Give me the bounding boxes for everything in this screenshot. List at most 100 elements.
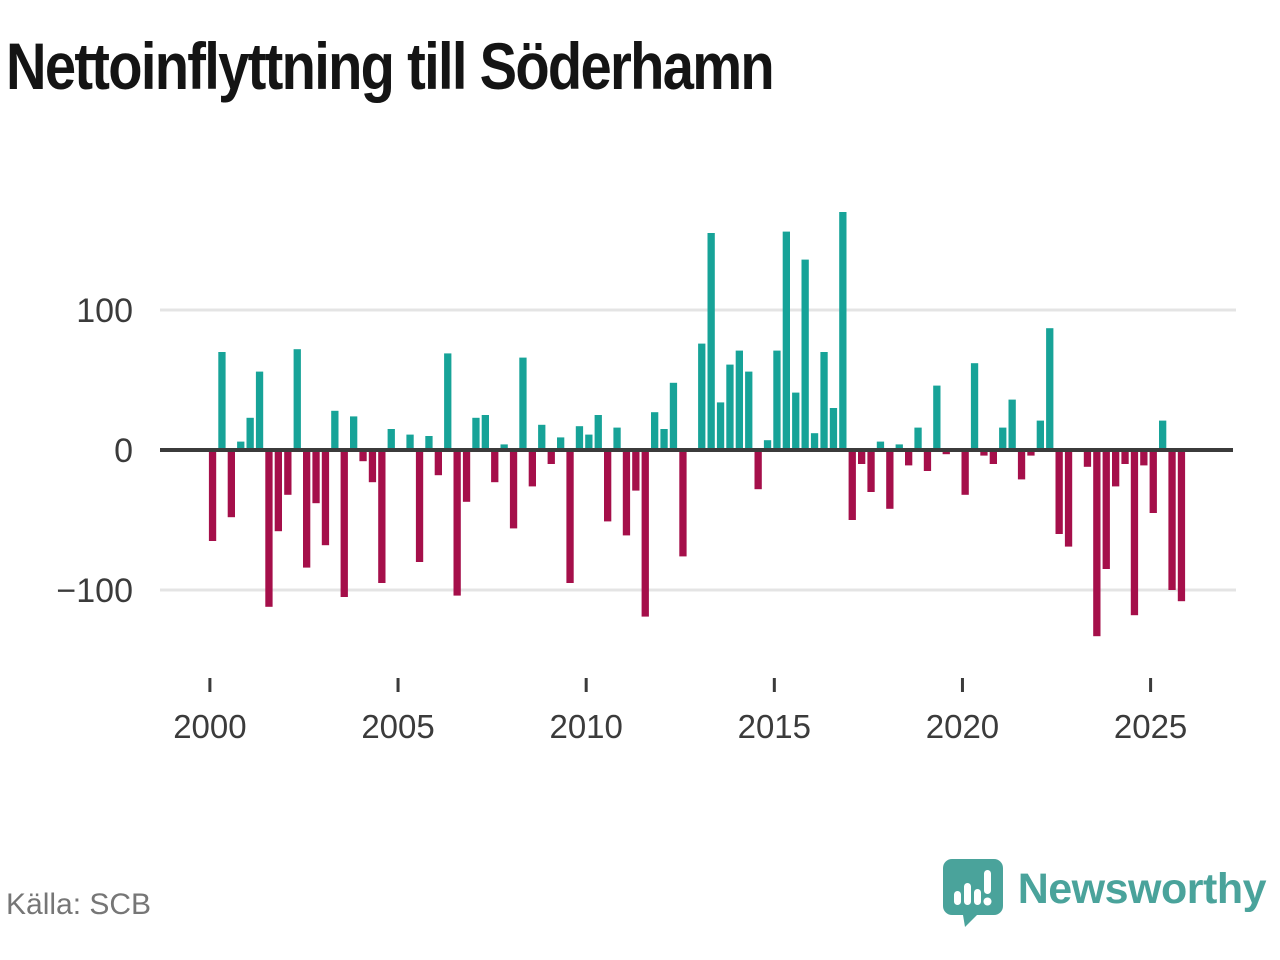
bar-2002-Q4 xyxy=(312,450,320,504)
bar-2016-Q4 xyxy=(839,212,847,450)
x-tick-label-2015: 2015 xyxy=(738,708,811,745)
newsworthy-logo: Newsworthy xyxy=(942,858,1267,928)
bar-2008-Q2 xyxy=(519,357,527,450)
chart-title: Nettoinflyttning till Söderhamn xyxy=(6,29,775,103)
bar-2018-Q2 xyxy=(895,444,903,450)
exclamation-dot xyxy=(983,897,992,906)
bar-2023-Q3 xyxy=(1093,450,1101,637)
bar-2009-Q3 xyxy=(566,450,574,583)
x-tick-label-2005: 2005 xyxy=(361,708,434,745)
x-tick-label-2020: 2020 xyxy=(926,708,999,745)
bar-2010-Q3 xyxy=(604,450,612,522)
exclamation-bar xyxy=(983,870,991,894)
bar-2005-Q2 xyxy=(406,434,414,450)
bar-2001-Q2 xyxy=(255,371,264,450)
bar-2017-Q1 xyxy=(848,450,856,520)
bar-2003-Q2 xyxy=(331,410,339,450)
bar-2012-Q2 xyxy=(669,382,678,450)
bar-2012-Q1 xyxy=(660,429,668,450)
y-tick-label-0: 0 xyxy=(114,432,133,470)
x-tick-label-2010: 2010 xyxy=(549,708,622,745)
bar-2015-Q3 xyxy=(792,392,800,450)
speech-bubble-shape xyxy=(942,859,1003,927)
bar-2010-Q4 xyxy=(613,427,621,450)
bar-2001-Q1 xyxy=(246,417,254,450)
x-tick-label-2000: 2000 xyxy=(173,708,246,745)
bar-2013-Q3 xyxy=(716,402,725,450)
bar-2019-Q2 xyxy=(933,385,941,450)
bar-2000-Q3 xyxy=(227,450,235,518)
bar-2014-Q2 xyxy=(745,371,753,450)
bar-2025-Q3 xyxy=(1168,450,1176,590)
bar-2021-Q4 xyxy=(1027,450,1035,456)
bar-2013-Q2 xyxy=(707,233,715,450)
bar-2007-Q3 xyxy=(491,450,499,483)
bar-2008-Q1 xyxy=(509,450,518,529)
bar-2004-Q4 xyxy=(387,429,395,450)
bar-2022-Q2 xyxy=(1046,328,1054,450)
bar-2000-Q2 xyxy=(218,352,226,450)
bar-2001-Q3 xyxy=(265,450,273,607)
bar-2012-Q3 xyxy=(679,450,687,557)
bar-2010-Q1 xyxy=(585,434,593,450)
bar-2006-Q1 xyxy=(434,450,442,476)
bar-2004-Q3 xyxy=(378,450,386,583)
bar-2004-Q2 xyxy=(368,450,377,483)
y-tick-label-100: 100 xyxy=(76,292,133,330)
bar-2002-Q3 xyxy=(303,450,311,568)
bar-2020-Q1 xyxy=(961,450,969,495)
bar-2021-Q2 xyxy=(1008,399,1016,450)
bar-2010-Q2 xyxy=(594,415,602,450)
bar-2011-Q3 xyxy=(641,450,649,617)
bar-2009-Q2 xyxy=(557,437,565,450)
bar-2006-Q3 xyxy=(453,450,461,596)
bar-2005-Q3 xyxy=(415,450,424,562)
bar-2020-Q3 xyxy=(980,450,988,456)
bar-2011-Q2 xyxy=(632,450,640,491)
bar-2007-Q2 xyxy=(481,415,489,450)
bar-2024-Q2 xyxy=(1121,450,1129,464)
bar-2025-Q1 xyxy=(1149,450,1157,513)
bar-2017-Q4 xyxy=(876,441,885,450)
y-tick-label--100: −100 xyxy=(56,572,133,610)
bar-2009-Q4 xyxy=(575,426,584,450)
bar-2015-Q4 xyxy=(801,259,809,450)
newsworthy-wordmark: Newsworthy xyxy=(1017,864,1267,913)
bar-2011-Q1 xyxy=(622,450,631,536)
newsworthy-icon xyxy=(942,859,1003,927)
bar-2014-Q3 xyxy=(754,450,762,490)
bar-2013-Q1 xyxy=(698,343,706,450)
bar-2023-Q4 xyxy=(1102,450,1110,569)
bar-2022-Q3 xyxy=(1055,450,1063,534)
bar-2024-Q3 xyxy=(1130,450,1139,616)
bar-2001-Q4 xyxy=(274,450,282,532)
bar-2015-Q2 xyxy=(782,231,790,450)
bar-2000-Q1 xyxy=(208,450,217,541)
bar-2003-Q4 xyxy=(350,416,358,450)
bar-2019-Q3 xyxy=(942,450,950,455)
bar-2021-Q3 xyxy=(1017,450,1026,480)
source-note: Källa: SCB xyxy=(6,888,152,921)
bar-2015-Q1 xyxy=(773,350,781,450)
bar-2002-Q2 xyxy=(293,349,301,450)
bar-2013-Q4 xyxy=(726,364,734,450)
bar-2018-Q1 xyxy=(886,450,894,509)
bar-2003-Q3 xyxy=(340,450,348,597)
bar-2005-Q4 xyxy=(425,436,433,450)
bar-2018-Q3 xyxy=(905,450,913,466)
bar-2008-Q4 xyxy=(538,424,546,450)
bar-2020-Q2 xyxy=(970,363,979,450)
bar-2002-Q1 xyxy=(284,450,292,495)
bar-2020-Q4 xyxy=(989,450,997,464)
bar-2006-Q2 xyxy=(444,353,452,450)
bar-2017-Q2 xyxy=(858,450,866,464)
bar-2016-Q3 xyxy=(829,408,838,450)
bar-2019-Q1 xyxy=(923,450,932,471)
bar-2007-Q4 xyxy=(500,444,508,450)
bar-2021-Q1 xyxy=(999,427,1007,450)
bar-2024-Q1 xyxy=(1112,450,1120,487)
bar-2000-Q4 xyxy=(237,441,245,450)
bar-2004-Q1 xyxy=(359,450,367,462)
